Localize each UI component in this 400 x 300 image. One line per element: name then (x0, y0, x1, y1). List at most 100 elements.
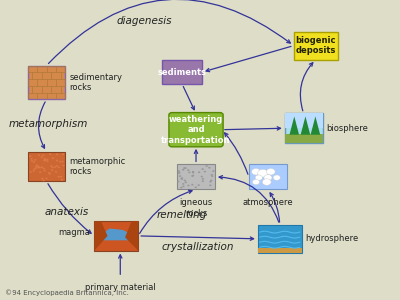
Text: biosphere: biosphere (326, 124, 368, 133)
Circle shape (39, 171, 42, 173)
Circle shape (36, 164, 38, 166)
Text: magma: magma (58, 228, 90, 237)
Bar (285, 113, 322, 128)
Circle shape (182, 185, 185, 187)
Circle shape (266, 169, 275, 175)
Bar (162, 60, 202, 84)
Circle shape (206, 165, 208, 167)
Circle shape (178, 172, 180, 174)
Circle shape (191, 175, 194, 177)
Circle shape (198, 171, 200, 173)
Circle shape (37, 166, 40, 167)
Circle shape (48, 172, 50, 174)
Polygon shape (301, 116, 310, 135)
Circle shape (38, 167, 41, 169)
Circle shape (212, 170, 214, 172)
Text: metamorphism: metamorphism (9, 119, 88, 129)
Circle shape (181, 178, 183, 180)
Polygon shape (94, 221, 108, 250)
Circle shape (202, 180, 204, 182)
Circle shape (182, 169, 184, 171)
Circle shape (210, 180, 212, 181)
Text: crystallization: crystallization (162, 242, 234, 252)
Circle shape (210, 174, 213, 176)
Circle shape (187, 169, 190, 171)
Circle shape (184, 180, 186, 182)
Text: weathering
and
transportation: weathering and transportation (161, 115, 231, 145)
Circle shape (42, 154, 45, 156)
Circle shape (60, 176, 62, 178)
Circle shape (50, 165, 52, 167)
Circle shape (202, 178, 204, 180)
Circle shape (209, 184, 212, 186)
Circle shape (178, 172, 180, 174)
Circle shape (191, 184, 194, 186)
Text: igneous
rocks: igneous rocks (179, 198, 213, 218)
Circle shape (62, 153, 64, 155)
Text: metamorphic
rocks: metamorphic rocks (70, 157, 126, 176)
Text: remelting: remelting (157, 210, 207, 220)
Circle shape (51, 167, 54, 168)
Bar (294, 32, 338, 60)
Circle shape (49, 153, 51, 155)
Circle shape (51, 169, 53, 171)
Text: hydrosphere: hydrosphere (306, 234, 359, 243)
Circle shape (188, 172, 190, 173)
Circle shape (252, 179, 260, 185)
Circle shape (61, 179, 63, 181)
Circle shape (49, 173, 51, 175)
Circle shape (58, 167, 60, 168)
Polygon shape (290, 116, 299, 135)
Circle shape (34, 168, 36, 170)
Circle shape (35, 166, 37, 168)
Circle shape (56, 154, 58, 155)
Circle shape (273, 175, 280, 180)
Circle shape (182, 183, 184, 185)
Circle shape (194, 186, 197, 188)
Circle shape (192, 172, 194, 173)
Bar (177, 164, 215, 189)
Circle shape (177, 181, 180, 182)
Circle shape (202, 168, 204, 170)
Circle shape (209, 181, 212, 183)
Circle shape (44, 158, 46, 160)
Circle shape (44, 170, 46, 172)
Circle shape (255, 175, 262, 180)
Circle shape (29, 155, 32, 157)
Circle shape (45, 178, 48, 179)
Circle shape (183, 167, 186, 169)
Text: atmosphere: atmosphere (242, 198, 293, 207)
Circle shape (262, 179, 271, 185)
Circle shape (54, 166, 56, 168)
Circle shape (201, 176, 203, 177)
Circle shape (187, 184, 190, 186)
Circle shape (184, 167, 187, 169)
Circle shape (56, 160, 58, 161)
Circle shape (211, 175, 214, 177)
Circle shape (43, 160, 46, 161)
Bar (28, 152, 66, 181)
Circle shape (62, 160, 64, 162)
Bar (94, 221, 138, 250)
Bar (285, 134, 322, 143)
Text: sedimentary
rocks: sedimentary rocks (70, 73, 122, 92)
Circle shape (41, 166, 43, 168)
Circle shape (30, 171, 32, 173)
Circle shape (46, 160, 48, 162)
Circle shape (180, 178, 183, 180)
Circle shape (252, 169, 260, 175)
Text: diagenesis: diagenesis (116, 16, 172, 26)
Bar (258, 225, 302, 253)
Text: ©94 Encyclopaedia Britannica, Inc.: ©94 Encyclopaedia Britannica, Inc. (5, 290, 128, 296)
Circle shape (58, 176, 60, 178)
Circle shape (258, 169, 268, 177)
Polygon shape (101, 229, 132, 240)
Circle shape (192, 171, 194, 172)
Circle shape (34, 159, 36, 161)
Polygon shape (311, 116, 320, 135)
Polygon shape (125, 221, 138, 250)
Bar (249, 164, 287, 189)
Circle shape (178, 170, 180, 172)
Circle shape (59, 161, 62, 163)
Text: anatexis: anatexis (44, 207, 88, 217)
